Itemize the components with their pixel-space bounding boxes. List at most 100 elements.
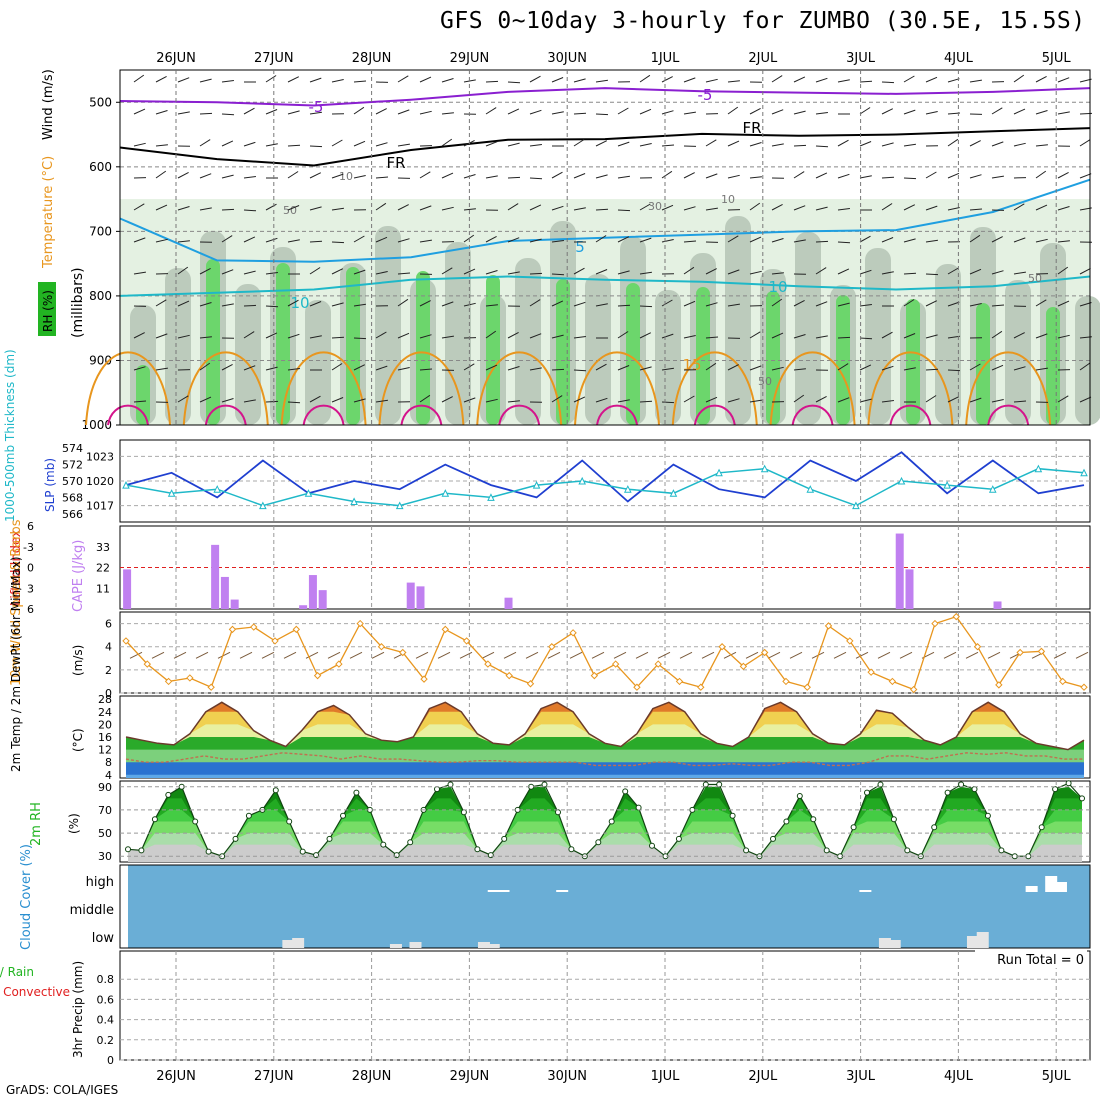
wind-barb: [727, 80, 740, 83]
wind10m-marker: [654, 660, 662, 668]
thickness-marker: [897, 476, 906, 485]
pressure-ytick-label: 800: [89, 289, 112, 303]
wind-barb: [375, 236, 388, 243]
wind-barb: [485, 175, 498, 179]
li-ytick-label: 0: [27, 562, 34, 575]
wind-barb: [243, 331, 255, 339]
wind-barb: [529, 204, 542, 211]
wind-barb: [397, 204, 409, 211]
wind-barb: [1035, 333, 1048, 339]
wind-barb: [397, 367, 410, 371]
wind-barb: [353, 175, 366, 179]
wind-barb: [837, 241, 851, 244]
wind10m-marker: [1037, 647, 1046, 656]
wind-barb: [749, 142, 762, 147]
rh2m-marker: [877, 781, 884, 788]
wind-barb: [573, 369, 587, 372]
date-label-top: 3JUL: [846, 51, 876, 66]
wind-barb: [617, 270, 630, 275]
rh2m-marker: [1065, 780, 1072, 787]
wind-barb: [1057, 266, 1069, 275]
wind-barb: [969, 363, 981, 371]
wind-barb: [353, 106, 365, 115]
wind-barb: [749, 399, 762, 403]
thickness-marker: [624, 485, 632, 493]
wind-barb: [375, 365, 388, 371]
contour-label: 15: [682, 356, 701, 374]
wind-barb: [793, 394, 805, 403]
wind-barb: [133, 400, 147, 403]
wind10m-marker: [782, 677, 790, 686]
wind-barb: [221, 80, 234, 83]
wind10m-barb: [767, 651, 781, 659]
cloud-axis-title: Cloud Cover (%): [19, 844, 34, 950]
slp-ytick-label: 1017: [86, 500, 114, 513]
wind-barb: [507, 108, 520, 115]
wind-barb: [837, 336, 851, 339]
wind-barb: [243, 270, 256, 275]
wind-barb: [1079, 396, 1092, 403]
wind10m-marker: [186, 674, 194, 682]
wind-barb: [177, 77, 190, 83]
wind-barb: [397, 332, 410, 339]
wind-barb: [661, 204, 674, 211]
cloud-level-label: middle: [70, 903, 114, 918]
wind10m-ytick-label: 4: [105, 641, 112, 654]
cloud-low-bar: [976, 932, 989, 948]
wind-barb: [309, 267, 321, 275]
temp2m-ytick-label: 4: [105, 769, 112, 782]
run-total-label: Run Total = 0: [997, 953, 1084, 968]
wind-barb: [639, 74, 651, 83]
wind-barb: [573, 173, 586, 179]
slp-ytick-label: 1020: [86, 475, 114, 488]
cloud-high-bar: [859, 890, 872, 892]
wind-barb: [771, 143, 784, 147]
wind-barb: [881, 108, 894, 115]
thickness-marker: [578, 476, 586, 485]
wind-barb: [925, 239, 938, 243]
wind10m-marker: [526, 680, 535, 688]
cape-bar: [211, 544, 220, 609]
rh2m-marker: [299, 848, 306, 855]
wind-barb: [309, 206, 322, 211]
pressure-ytick-label: 700: [89, 224, 112, 238]
thickness-ytick-label: 566: [62, 508, 83, 521]
wind-barb: [815, 301, 828, 307]
wind-barb: [1035, 367, 1048, 371]
date-label-top: 27JUN: [254, 51, 294, 66]
wind10m-barb: [415, 651, 429, 659]
wind-barb: [1057, 206, 1070, 211]
cape-axis-title: CAPE (J/kg): [71, 540, 86, 612]
isotherm-5: [119, 178, 1091, 263]
wind-barb: [419, 334, 432, 339]
wind-barb: [969, 140, 981, 147]
wind10m-marker: [909, 685, 918, 694]
wind-barb: [221, 398, 234, 403]
wind-barb: [727, 269, 740, 275]
rh2m-marker: [702, 781, 709, 788]
wind-barb: [331, 397, 344, 403]
cape-bar: [220, 576, 229, 609]
rh-shade-70: [276, 263, 290, 425]
wind-barb: [705, 139, 717, 147]
wind-barb: [617, 399, 630, 403]
wind10m-barb: [195, 651, 209, 659]
wind-barb: [793, 299, 805, 307]
wind10m-marker: [569, 629, 577, 637]
rh-legend-swatch: [38, 282, 56, 336]
wind-barb: [309, 335, 322, 339]
wind10m-marker: [377, 643, 386, 651]
isotherm-20: [596, 404, 638, 426]
wind-barb: [353, 80, 367, 83]
wind10m-barb: [833, 651, 847, 659]
isotherm-15: [85, 351, 171, 426]
wind-barb: [133, 237, 146, 243]
rh2m-band: [128, 844, 1082, 862]
wind-barb: [925, 171, 937, 179]
wind-barb: [771, 272, 784, 275]
wind-barb: [573, 396, 586, 403]
rh2m-marker: [864, 789, 870, 796]
wind-barb: [375, 142, 388, 147]
wind-barb: [639, 366, 652, 371]
wind-barb: [617, 141, 630, 147]
